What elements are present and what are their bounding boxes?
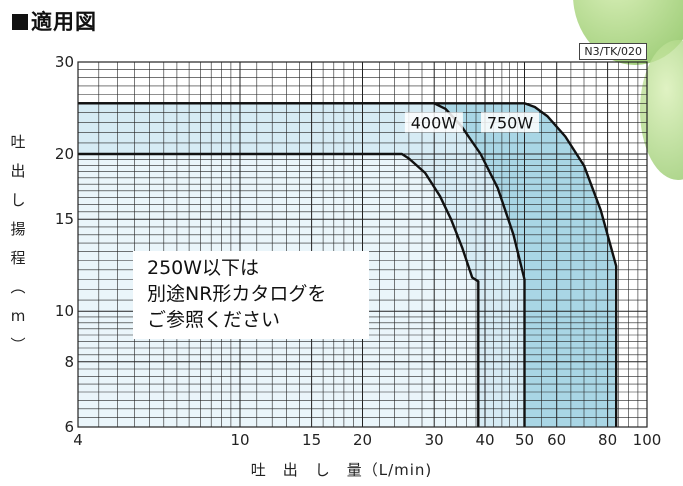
x-tick-label: 50 bbox=[515, 431, 534, 449]
x-tick-label: 20 bbox=[353, 431, 372, 449]
x-tick-label: 40 bbox=[475, 431, 494, 449]
note-line-3: ご参照ください bbox=[147, 309, 281, 331]
y-tick-label: 15 bbox=[55, 210, 74, 228]
x-tick-label: 4 bbox=[73, 431, 83, 449]
note-box: 250W以下は 別途NR形カタログを ご参照ください bbox=[133, 251, 369, 339]
x-tick-label: 10 bbox=[230, 431, 249, 449]
x-tick-label: 60 bbox=[547, 431, 566, 449]
y-tick-label: 30 bbox=[55, 53, 74, 71]
curve-lines bbox=[78, 102, 618, 427]
series-labels: 400W 750W bbox=[404, 112, 539, 133]
page-title-text: 適用図 bbox=[31, 10, 97, 34]
y-axis-label: 吐出し揚程 ︵ m ︶ bbox=[8, 128, 28, 360]
y-tick-label: 6 bbox=[64, 418, 74, 436]
y-axis-label-char: 吐 bbox=[10, 133, 26, 151]
x-axis-label: 吐 出 し 量（L/min) bbox=[250, 461, 433, 479]
y-axis-label-char: m bbox=[10, 307, 26, 325]
plot-frame bbox=[77, 61, 648, 428]
note-line-1: 250W以下は bbox=[147, 257, 260, 279]
chart-code-badge: N3/TK/020 bbox=[579, 43, 647, 60]
y-tick-label: 8 bbox=[64, 353, 74, 371]
x-tick-label: 100 bbox=[633, 431, 662, 449]
page-title: 適用図 bbox=[12, 6, 97, 36]
curve-base bbox=[78, 152, 480, 427]
x-tick-label: 80 bbox=[598, 431, 617, 449]
curve-750w bbox=[78, 102, 618, 427]
series-label-400w: 400W bbox=[411, 113, 458, 132]
y-axis-label-char: ︶ bbox=[10, 336, 26, 354]
series-label-background bbox=[404, 112, 463, 133]
y-axis-label-char: ︵ bbox=[10, 278, 26, 296]
y-axis-label-char: 出 bbox=[10, 162, 26, 180]
y-tick-label: 10 bbox=[55, 302, 74, 320]
y-axis-label-char: 揚 bbox=[10, 220, 26, 238]
y-axis-label-char: し bbox=[10, 191, 26, 209]
note-line-2: 別途NR形カタログを bbox=[147, 283, 327, 305]
x-tick-label: 30 bbox=[425, 431, 444, 449]
tick-labels: 4 10 15 20 30 40 50 60 80 100 6 8 10 15 20 30 bbox=[55, 53, 661, 449]
series-label-background bbox=[481, 112, 539, 133]
x-tick-label: 15 bbox=[302, 431, 321, 449]
y-tick-label: 20 bbox=[55, 145, 74, 163]
leaf-decoration-2 bbox=[640, 40, 683, 180]
title-square-icon bbox=[12, 14, 28, 30]
y-axis-label-char: 程 bbox=[10, 249, 26, 267]
curve-400w bbox=[78, 102, 526, 427]
series-label-750w: 750W bbox=[487, 113, 534, 132]
